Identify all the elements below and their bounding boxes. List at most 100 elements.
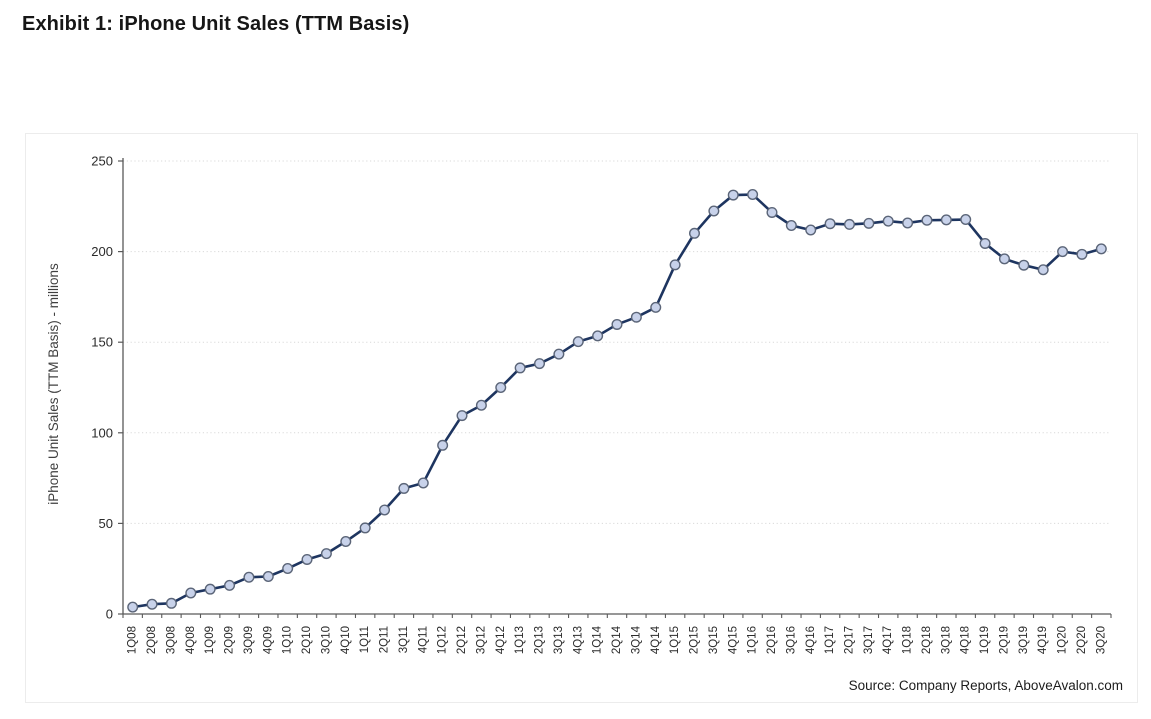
x-tick-label: 4Q10 bbox=[340, 626, 352, 654]
x-tick-label: 1Q13 bbox=[514, 626, 526, 654]
x-tick-label: 1Q20 bbox=[1057, 626, 1069, 654]
data-point bbox=[204, 583, 216, 595]
data-point bbox=[417, 477, 429, 489]
line-chart: 0 50 100 150 200 250 1Q08 2Q08 3Q08 4Q08 1Q09 2Q09 3… bbox=[91, 154, 1112, 654]
x-tick-label: 1Q15 bbox=[669, 626, 681, 654]
x-tick-label: 2Q15 bbox=[689, 626, 701, 654]
x-tick-label: 1Q08 bbox=[127, 626, 139, 654]
data-point bbox=[805, 224, 817, 236]
x-tick-label: 2Q08 bbox=[146, 626, 158, 654]
x-tick-label: 4Q11 bbox=[417, 626, 429, 653]
x-tick-label: 3Q14 bbox=[630, 625, 642, 654]
x-tick-label: 4Q14 bbox=[650, 625, 662, 654]
data-point bbox=[165, 597, 177, 609]
data-point bbox=[379, 504, 391, 516]
data-point bbox=[902, 217, 914, 229]
x-tick-label: 4Q19 bbox=[1037, 626, 1049, 654]
x-tick-label: 4Q16 bbox=[805, 626, 817, 654]
data-point bbox=[824, 218, 836, 230]
x-tick-label: 3Q19 bbox=[1018, 626, 1030, 654]
x-tick-label: 2Q10 bbox=[301, 626, 313, 654]
data-point bbox=[359, 522, 371, 534]
x-tick-label: 2Q16 bbox=[766, 626, 778, 654]
data-point bbox=[301, 553, 313, 565]
data-point bbox=[398, 482, 410, 494]
x-tick-label: 2Q18 bbox=[921, 626, 933, 654]
data-point bbox=[630, 311, 642, 323]
x-tick-label: 1Q19 bbox=[979, 626, 991, 654]
data-point bbox=[437, 439, 449, 451]
y-tick-label: 50 bbox=[99, 516, 113, 531]
x-tick-label: 3Q15 bbox=[708, 626, 720, 654]
data-point bbox=[456, 410, 468, 422]
x-tick-label: 4Q13 bbox=[572, 626, 584, 654]
x-tick-label: 3Q08 bbox=[165, 626, 177, 654]
sales-line bbox=[131, 193, 1103, 609]
x-tick-label: 4Q12 bbox=[495, 626, 507, 654]
x-tick-label: 1Q10 bbox=[282, 626, 294, 654]
x-tick-label: 2Q14 bbox=[611, 625, 623, 654]
data-point bbox=[998, 253, 1010, 265]
data-point bbox=[669, 259, 681, 271]
chart-container: 0 50 100 150 200 250 1Q08 2Q08 3Q08 4Q08 1Q09 2Q09 3… bbox=[25, 133, 1138, 703]
data-point bbox=[1037, 264, 1049, 276]
data-point bbox=[592, 330, 604, 342]
data-point bbox=[146, 598, 158, 610]
x-tick-label: 1Q16 bbox=[747, 626, 759, 654]
data-point bbox=[475, 399, 487, 411]
x-tick-label: 4Q09 bbox=[262, 626, 274, 654]
data-point bbox=[553, 348, 565, 360]
source-note: Source: Company Reports, AboveAvalon.com bbox=[848, 678, 1123, 693]
x-tick-label: 1Q18 bbox=[902, 626, 914, 654]
page-title: Exhibit 1: iPhone Unit Sales (TTM Basis) bbox=[22, 13, 410, 35]
data-point bbox=[282, 563, 294, 575]
data-point bbox=[747, 189, 759, 201]
data-point bbox=[940, 214, 952, 226]
y-tick-label: 150 bbox=[91, 335, 113, 350]
y-tick-label: 100 bbox=[91, 425, 113, 440]
y-axis-title: iPhone Unit Sales (TTM Basis) - millions bbox=[46, 263, 61, 505]
data-point bbox=[960, 214, 972, 226]
data-point bbox=[1095, 243, 1107, 255]
x-tick-label: 2Q09 bbox=[224, 626, 236, 654]
data-point bbox=[572, 336, 584, 348]
data-point bbox=[224, 579, 236, 591]
x-tick-label: 1Q12 bbox=[437, 626, 449, 654]
data-point bbox=[534, 358, 546, 370]
x-tick-label: 4Q17 bbox=[882, 626, 894, 654]
x-tick-label: 3Q17 bbox=[863, 626, 875, 654]
data-point bbox=[979, 237, 991, 249]
x-tick-label: 3Q10 bbox=[320, 626, 332, 654]
x-tick-label: 2Q17 bbox=[844, 626, 856, 654]
data-point bbox=[863, 217, 875, 229]
x-tick-label: 2Q13 bbox=[534, 626, 546, 654]
data-point bbox=[495, 381, 507, 393]
x-tick-label: 3Q13 bbox=[553, 626, 565, 654]
x-tick-label: 1Q09 bbox=[204, 626, 216, 654]
x-tick-label: 2Q12 bbox=[456, 626, 468, 654]
data-point bbox=[650, 301, 662, 313]
x-tick-label: 4Q15 bbox=[727, 626, 739, 654]
data-point bbox=[320, 548, 332, 560]
y-tick-label: 250 bbox=[91, 154, 113, 169]
x-tick-label: 4Q08 bbox=[185, 626, 197, 654]
x-tick-label: 1Q17 bbox=[824, 626, 836, 654]
data-point bbox=[243, 571, 255, 583]
data-point bbox=[1057, 246, 1069, 258]
x-tick-label: 2Q11 bbox=[379, 626, 391, 653]
x-tick-label: 3Q11 bbox=[398, 626, 410, 653]
x-tick-label: 1Q14 bbox=[592, 625, 604, 654]
x-tick-label: 3Q18 bbox=[940, 626, 952, 654]
data-point bbox=[921, 214, 933, 226]
data-point bbox=[185, 587, 197, 599]
x-tick-label: 4Q18 bbox=[960, 626, 972, 654]
data-point bbox=[1076, 248, 1088, 260]
data-point bbox=[766, 206, 778, 218]
x-tick-label: 3Q16 bbox=[785, 626, 797, 654]
data-point bbox=[127, 601, 139, 613]
data-point bbox=[708, 205, 720, 217]
data-point bbox=[688, 227, 700, 239]
data-point bbox=[843, 218, 855, 230]
data-point bbox=[611, 318, 623, 330]
